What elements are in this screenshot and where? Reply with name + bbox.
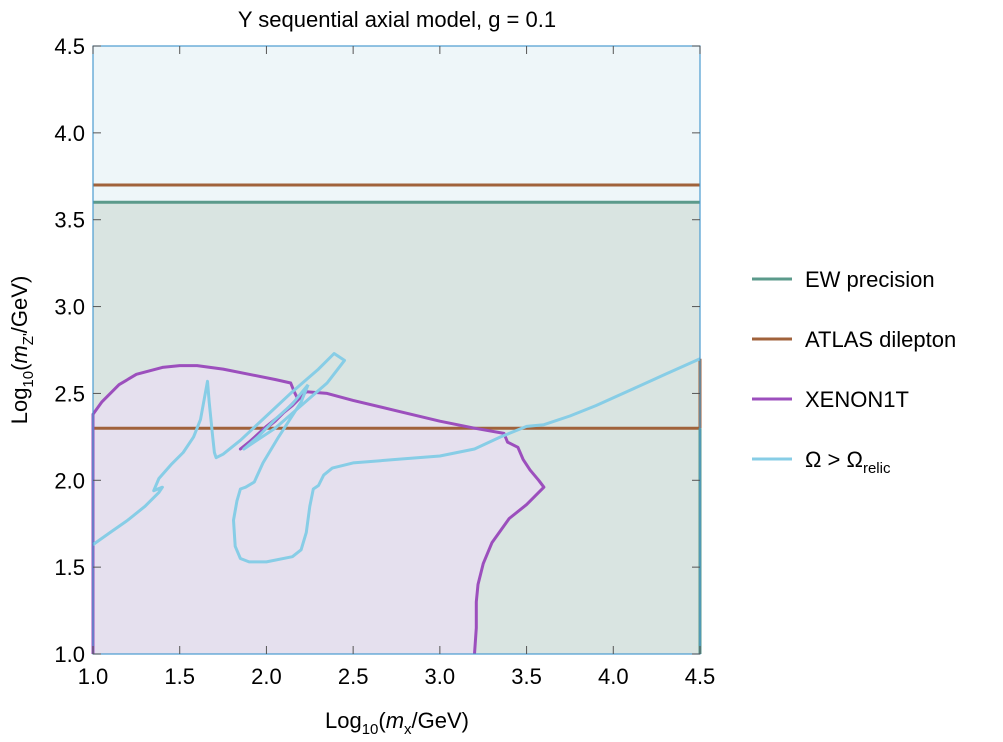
x-axis: 1.0 1.5 2.0 2.5 3.0 3.5 4.0 4.5	[78, 46, 716, 689]
y-tick-label: 2.5	[54, 381, 85, 406]
x-tick-label: 1.0	[78, 664, 109, 689]
legend-label-xenon1t: XENON1T	[805, 387, 909, 412]
y-tick-label: 1.5	[54, 555, 85, 580]
y-tick-label: 2.0	[54, 468, 85, 493]
chart-title: Y sequential axial model, g = 0.1	[238, 7, 556, 32]
legend-item-atlas-dilepton: ATLAS dilepton	[752, 327, 956, 352]
y-tick-label: 4.5	[54, 34, 85, 59]
y-tick-label: 4.0	[54, 121, 85, 146]
legend-label-ew-precision: EW precision	[805, 267, 935, 292]
y-tick-label: 1.0	[54, 642, 85, 667]
x-tick-label: 4.5	[685, 664, 716, 689]
x-tick-label: 1.5	[164, 664, 195, 689]
x-tick-label: 4.0	[598, 664, 629, 689]
y-tick-label: 3.5	[54, 208, 85, 233]
legend-item-ew-precision: EW precision	[752, 267, 935, 292]
relic-boundary-right	[232, 357, 701, 564]
legend-item-xenon1t: XENON1T	[752, 387, 909, 412]
legend-label-atlas-dilepton: ATLAS dilepton	[805, 327, 956, 352]
relic-boundary-left	[92, 352, 346, 546]
x-axis-label: Log10(mx/GeV)	[325, 708, 469, 738]
y-axis-label: Log10(mZ'/GeV)	[7, 276, 37, 425]
y-axis: 1.0 1.5 2.0 2.5 3.0 3.5 4.0 4.5	[54, 34, 700, 667]
xenon1t-region	[93, 365, 544, 654]
y-tick-label: 3.0	[54, 295, 85, 320]
plot-frame	[92, 45, 701, 655]
legend: EW precision ATLAS dilepton XENON1T Ω > …	[752, 267, 956, 477]
legend-item-relic-density: Ω > Ωrelic	[752, 447, 891, 477]
x-tick-label: 2.5	[338, 664, 369, 689]
x-tick-label: 3.0	[425, 664, 456, 689]
legend-label-relic-density: Ω > Ωrelic	[805, 447, 891, 477]
x-tick-label: 3.5	[511, 664, 542, 689]
x-tick-label: 2.0	[251, 664, 282, 689]
